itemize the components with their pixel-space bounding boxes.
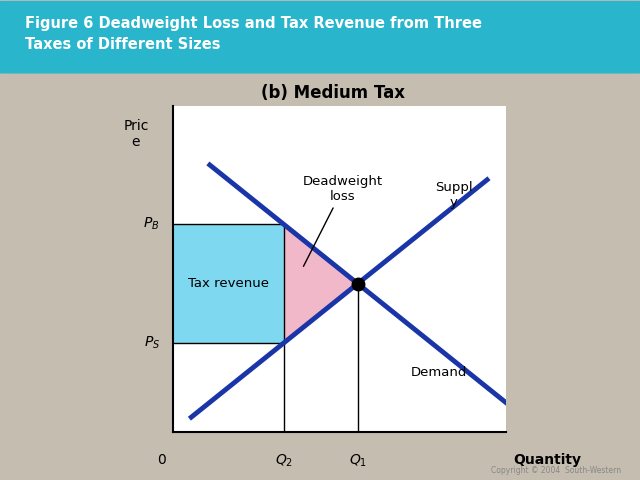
Text: $P_B$: $P_B$ [143,216,160,232]
Text: Demand: Demand [411,366,467,379]
Text: 0: 0 [157,453,166,467]
Text: Deadweight
loss: Deadweight loss [303,175,383,266]
FancyBboxPatch shape [0,1,640,73]
Polygon shape [284,224,358,343]
Text: $Q_2$: $Q_2$ [275,453,293,469]
Text: (b) Medium Tax: (b) Medium Tax [261,84,405,102]
Text: Figure 6 Deadweight Loss and Tax Revenue from Three
Taxes of Different Sizes: Figure 6 Deadweight Loss and Tax Revenue… [25,16,482,52]
Text: Suppl
y: Suppl y [435,180,473,209]
Polygon shape [173,224,284,343]
Text: $Q_1$: $Q_1$ [349,453,367,469]
Text: Tax revenue: Tax revenue [188,277,269,290]
Text: Copyright © 2004  South-Western: Copyright © 2004 South-Western [491,466,621,475]
Text: $P_S$: $P_S$ [143,335,160,351]
Text: Quantity: Quantity [513,453,581,467]
Text: Pric
e: Pric e [123,119,148,149]
